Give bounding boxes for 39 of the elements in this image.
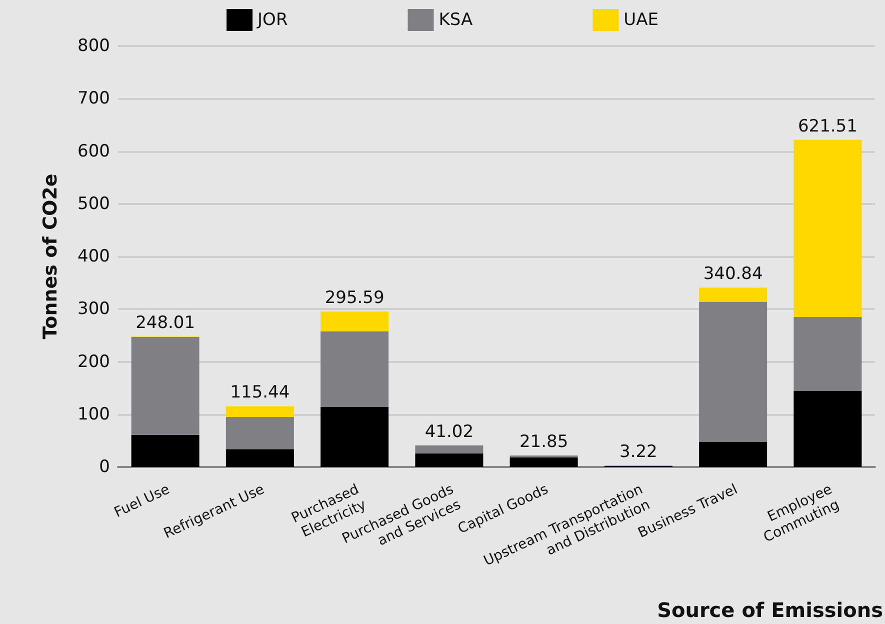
y-tick-label: 600 [78, 141, 110, 162]
total-label: 41.02 [424, 422, 474, 442]
bar [226, 417, 294, 450]
total-label: 621.51 [798, 116, 858, 136]
bar [794, 390, 862, 467]
y-tick-label: 200 [78, 352, 110, 372]
total-label: 3.22 [620, 442, 658, 462]
total-label: 115.44 [230, 382, 290, 403]
total-label: 248.01 [136, 312, 196, 333]
bar [226, 449, 294, 467]
x-axis-title: Source of Emissions [657, 598, 883, 622]
y-tick-label: 100 [78, 404, 110, 424]
bar [131, 434, 200, 467]
y-tick-label: 400 [78, 246, 110, 266]
y-tick-label: 500 [78, 194, 110, 214]
total-label: 21.85 [519, 432, 568, 452]
bar [794, 140, 862, 318]
bar [794, 317, 862, 391]
y-tick-label: 0 [99, 457, 110, 477]
bar [320, 407, 389, 467]
y-tick-label: 700 [78, 88, 110, 109]
bar [226, 406, 294, 418]
legend-label: UAE [624, 10, 658, 30]
bar [415, 453, 484, 467]
bar [320, 331, 389, 408]
y-axis-title: Tonnes of CO2e [40, 174, 62, 340]
bar [699, 288, 768, 302]
legend-label: JOR [256, 10, 288, 30]
bar [699, 302, 768, 442]
total-label: 340.84 [703, 264, 763, 284]
bar [131, 337, 200, 435]
total-label: 295.59 [324, 288, 384, 308]
bar [510, 458, 578, 467]
bar [320, 311, 389, 332]
bar [415, 445, 484, 454]
legend-label: KSA [438, 10, 474, 30]
y-tick-label: 800 [78, 36, 110, 56]
y-tick-label: 300 [78, 299, 110, 320]
bar [699, 442, 768, 467]
